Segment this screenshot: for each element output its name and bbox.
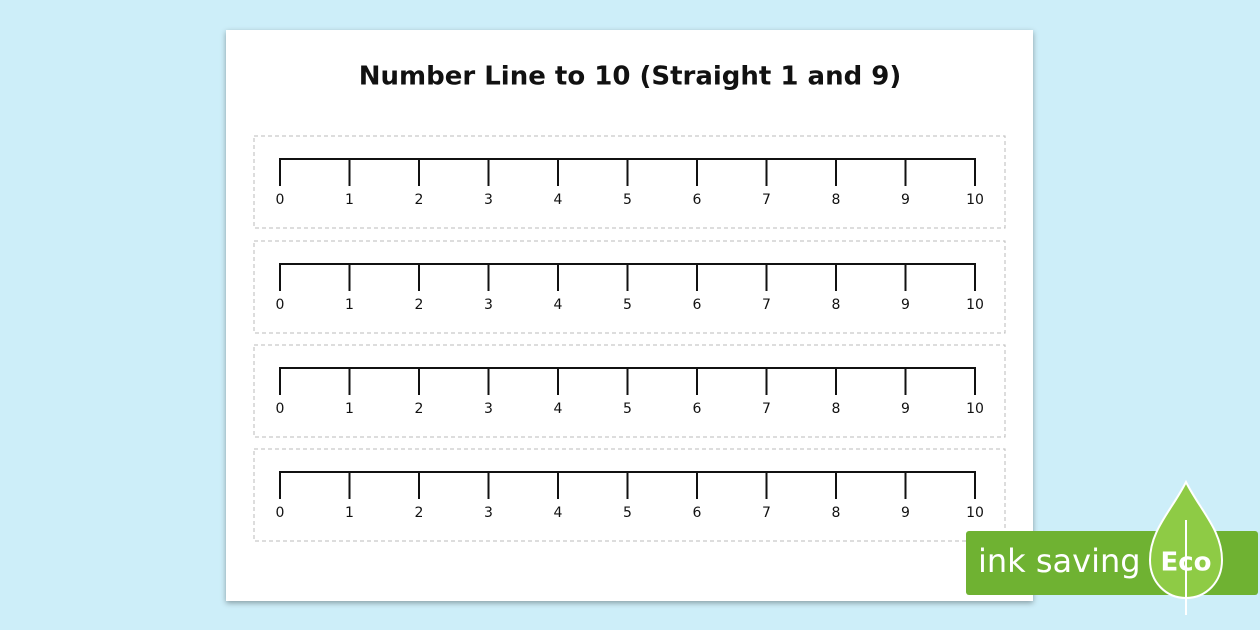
tick-label: 0 (276, 297, 285, 313)
tick-label: 1 (345, 505, 354, 521)
tick-label: 4 (554, 192, 563, 208)
tick-label: 9 (901, 401, 910, 417)
tick-label: 2 (415, 192, 424, 208)
tick-label: 1 (345, 192, 354, 208)
tick-label: 5 (623, 505, 632, 521)
tick-label: 4 (554, 297, 563, 313)
tick-label: 0 (276, 192, 285, 208)
tick-label: 10 (966, 401, 984, 417)
tick-label: 6 (693, 401, 702, 417)
tick-label: 9 (901, 297, 910, 313)
worksheet (226, 30, 1033, 601)
tick-label: 5 (623, 401, 632, 417)
tick-label: 6 (693, 297, 702, 313)
tick-label: 4 (554, 505, 563, 521)
tick-label: 3 (484, 505, 493, 521)
tick-label: 8 (832, 192, 841, 208)
number-lines: 0 1 2 3 4 5 6 7 8 9 10 0 1 2 3 4 5 6 7 8 9 10 0 1 2 3 4 5 6 7 8 9 10 0 1 2 3… (253, 135, 1006, 542)
tick-label: 2 (415, 401, 424, 417)
tick-label: 10 (966, 297, 984, 313)
tick-label: 7 (762, 192, 771, 208)
tick-label: 9 (901, 505, 910, 521)
tick-label: 2 (415, 297, 424, 313)
strip-box (253, 240, 1006, 334)
tick-label: 6 (693, 192, 702, 208)
title: Number Line to 10 (Straight 1 and 9) (359, 62, 901, 92)
tick-label: 8 (832, 401, 841, 417)
tick-label: 9 (901, 192, 910, 208)
tick-label: 0 (276, 401, 285, 417)
tick-label: 3 (484, 192, 493, 208)
strip-box (253, 448, 1006, 542)
tick-label: 1 (345, 401, 354, 417)
strip-box (253, 344, 1006, 438)
tick-label: 2 (415, 505, 424, 521)
tick-label: 1 (345, 297, 354, 313)
tick-label: 5 (623, 297, 632, 313)
tick-label: 6 (693, 505, 702, 521)
eco-badge: ink saving Eco (966, 479, 1258, 615)
tick-label: 5 (623, 192, 632, 208)
badge-eco: Eco (1160, 548, 1211, 578)
tick-label: 4 (554, 401, 563, 417)
tick-label: 8 (832, 505, 841, 521)
tick-label: 7 (762, 505, 771, 521)
tick-label: 3 (484, 401, 493, 417)
tick-label: 7 (762, 401, 771, 417)
tick-label: 10 (966, 505, 984, 521)
strip-box (253, 135, 1006, 229)
tick-label: 0 (276, 505, 285, 521)
badge-text: ink saving (978, 542, 1141, 580)
tick-label: 3 (484, 297, 493, 313)
tick-label: 7 (762, 297, 771, 313)
tick-label: 10 (966, 192, 984, 208)
tick-label: 8 (832, 297, 841, 313)
